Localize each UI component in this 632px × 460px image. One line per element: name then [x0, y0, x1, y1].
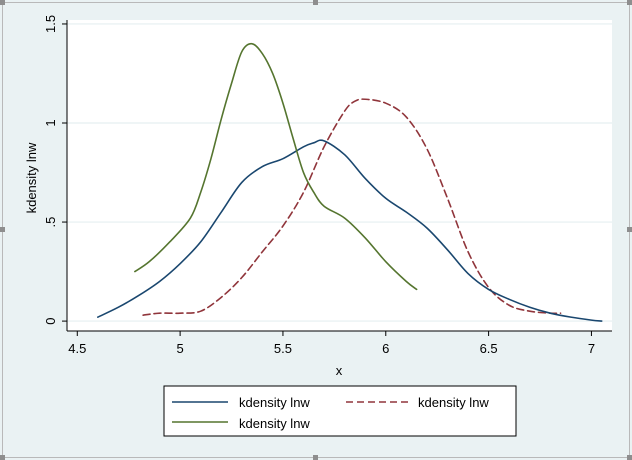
series-line-3 [134, 42, 418, 291]
x-tick-label: 6 [382, 341, 389, 356]
legend-label-series-1: kdensity lnw [239, 395, 310, 410]
x-tick-label: 5 [176, 341, 183, 356]
y-tick-label: 1 [43, 119, 58, 126]
resize-handle-right[interactable] [627, 227, 632, 232]
resize-handle-bottom-left[interactable] [0, 455, 5, 460]
resize-handle-top-left[interactable] [0, 0, 5, 5]
y-tick-label: .5 [43, 217, 58, 228]
x-tick-label: 7 [588, 341, 595, 356]
x-tick-label: 6.5 [480, 341, 498, 356]
y-axis-title: kdensity lnw [24, 142, 39, 213]
resize-handle-top[interactable] [313, 0, 318, 5]
series-line-1 [97, 139, 603, 322]
resize-handle-bottom-right[interactable] [627, 455, 632, 460]
axis-ticks: 0 .5 1 1.5 4.5 5 5.5 6 6.5 7 [43, 15, 595, 356]
series-layer [97, 42, 603, 322]
series-line-2 [142, 98, 562, 316]
y-tick-label: 1.5 [43, 15, 58, 33]
x-axis-title: x [336, 363, 343, 378]
legend-label-series-3: kdensity lnw [239, 416, 310, 431]
legend-label-series-2: kdensity lnw [418, 395, 489, 410]
y-tick-label: 0 [43, 317, 58, 324]
grid-lines [67, 23, 612, 322]
legend-box [163, 385, 517, 437]
legend: kdensity lnw kdensity lnw kdensity lnw [163, 385, 517, 437]
resize-handle-bottom[interactable] [313, 455, 318, 460]
x-tick-label: 5.5 [274, 341, 292, 356]
x-tick-label: 4.5 [68, 341, 86, 356]
resize-handle-left[interactable] [0, 227, 5, 232]
resize-handle-top-right[interactable] [627, 0, 632, 5]
plot-area [67, 20, 612, 331]
